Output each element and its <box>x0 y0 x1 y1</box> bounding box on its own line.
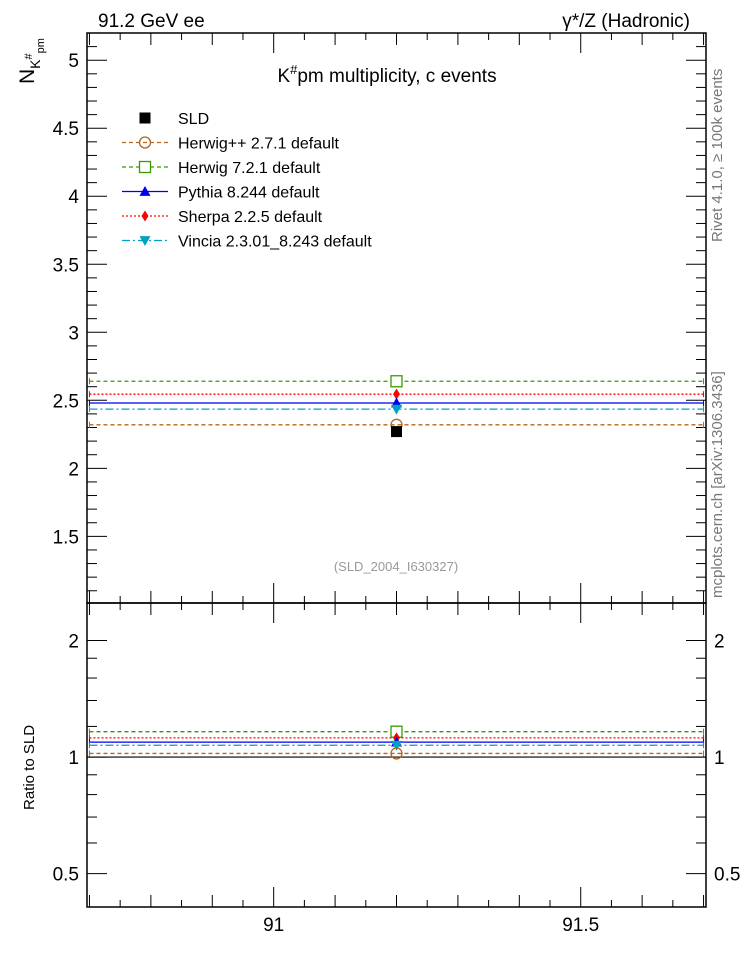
y-tick-label: 4.5 <box>53 119 79 140</box>
ratio-y-tick-label-right: 2 <box>714 632 725 653</box>
data-point-vincia <box>391 404 402 415</box>
ratio-marker-herwigpp <box>390 747 403 760</box>
y-axis-label-subsup: # <box>23 52 35 59</box>
header-right: γ*/Z (Hadronic) <box>562 11 690 32</box>
legend-label-sherpa: Sherpa 2.2.5 default <box>178 209 323 226</box>
y-tick-label: 2.5 <box>53 391 79 412</box>
data-point-herwig <box>390 375 403 388</box>
legend-marker-pythia <box>139 186 151 196</box>
data-point-sherpa <box>393 388 400 400</box>
chart-title-rest: pm multiplicity, c events <box>297 66 496 87</box>
mcplots-label: mcplots.cern.ch [arXiv:1306.3436] <box>709 371 726 598</box>
legend: SLD Herwig++ 2.7.1 default Herwig 7.2.1 de… <box>122 111 372 251</box>
ratio-y-tick-label-right: 0.5 <box>714 865 740 886</box>
legend-label-herwigpp: Herwig++ 2.7.1 default <box>178 136 340 153</box>
header-left: 91.2 GeV ee <box>98 11 205 32</box>
ratio-y-axis-label: Ratio to SLD <box>21 725 38 810</box>
y-axis-label-sub: K <box>27 59 43 69</box>
y-axis-label: NK#pm <box>16 38 47 84</box>
legend-label-pythia: Pythia 8.244 default <box>178 185 320 202</box>
legend-label-sld: SLD <box>178 111 209 128</box>
chart-title-main: K <box>277 66 290 87</box>
legend-marker-sherpa <box>141 210 149 222</box>
ratio-frame <box>86 602 707 908</box>
chart-title: K#pm multiplicity, c events <box>277 62 496 87</box>
legend-marker-herwig <box>138 160 152 174</box>
y-tick-label: 1.5 <box>53 527 79 548</box>
y-axis-label-subsub: pm <box>35 38 47 53</box>
legend-marker-vincia <box>139 236 151 246</box>
ratio-y-tick-label-right: 1 <box>714 748 725 769</box>
data-point-sld <box>391 426 402 438</box>
ratio-marker-vincia <box>391 740 402 751</box>
main-panel: 1.5 2 2.5 3 3.5 4 4.5 5 <box>53 32 707 907</box>
chart-title-sup: # <box>290 62 298 77</box>
legend-label-vincia: Vincia 2.3.01_8.243 default <box>178 234 372 251</box>
legend-marker-herwigpp <box>138 136 152 149</box>
analysis-annotation: (SLD_2004_I630327) <box>334 559 458 574</box>
legend-marker-sld <box>139 112 151 124</box>
y-tick-label: 3.5 <box>53 255 79 276</box>
y-tick-label: 4 <box>68 187 79 208</box>
legend-label-herwig: Herwig 7.2.1 default <box>178 160 321 177</box>
ratio-y-tick-label: 0.5 <box>53 865 79 886</box>
x-tick-label: 91.5 <box>562 915 599 936</box>
ratio-y-tick-label: 2 <box>68 632 79 653</box>
ratio-y-tick-label: 1 <box>68 748 79 769</box>
rivet-label: Rivet 4.1.0, ≥ 100k events <box>709 69 726 242</box>
x-tick-label: 91 <box>263 915 284 936</box>
y-axis-label-main: N <box>16 69 39 84</box>
ratio-panel: 91 91.5 0.5 0.5 1 1 2 2 <box>53 602 740 936</box>
y-tick-label: 2 <box>68 459 79 480</box>
y-tick-label: 5 <box>68 51 79 72</box>
y-tick-label: 3 <box>68 323 79 344</box>
